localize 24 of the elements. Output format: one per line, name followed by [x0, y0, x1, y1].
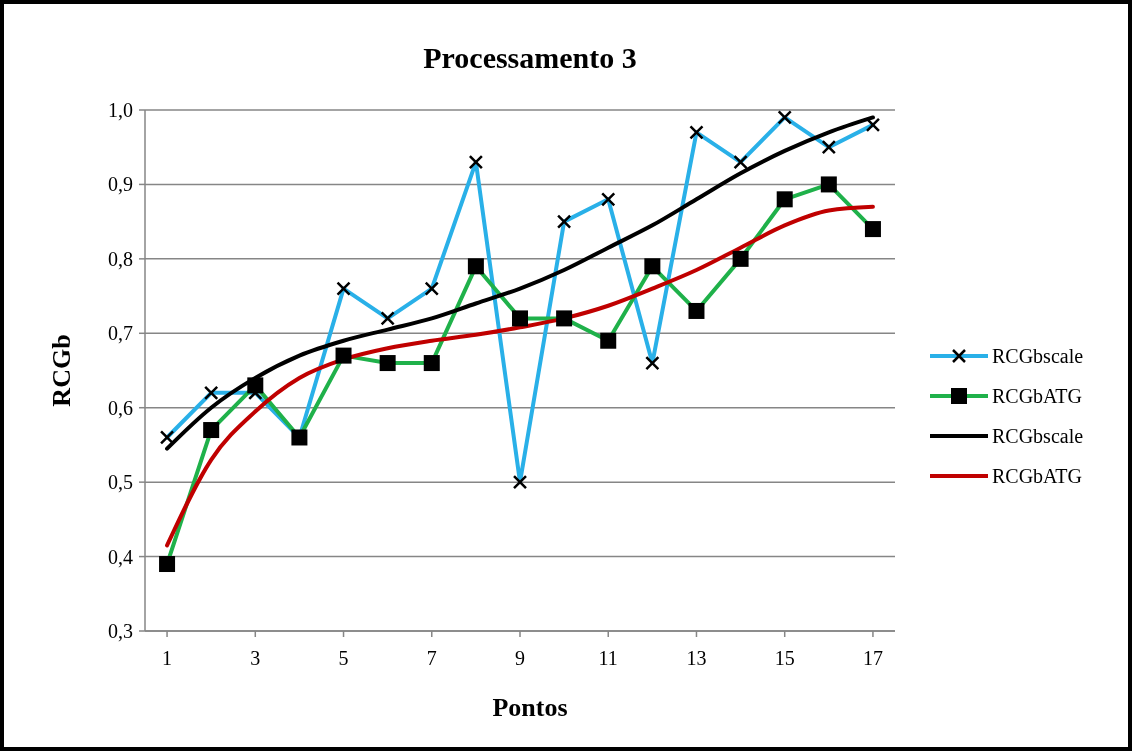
y-tick-label: 0,5 [108, 471, 133, 494]
x-tick-label: 1 [162, 647, 173, 669]
x-tick-label: 3 [250, 647, 261, 669]
x-tick-label: 13 [686, 647, 707, 669]
y-axis-title: RCGb [47, 334, 76, 407]
y-tick-label: 1,0 [108, 99, 133, 121]
y-tick-label: 0,4 [108, 545, 133, 568]
x-tick-label: 17 [862, 647, 883, 669]
chart-title: Processamento 3 [423, 41, 637, 74]
y-tick-label: 0,6 [108, 396, 133, 419]
x-tick-label: 7 [426, 647, 437, 669]
y-tick-label: 0,8 [108, 247, 133, 270]
x-tick-label: 15 [774, 647, 795, 669]
x-axis-title: Pontos [492, 693, 568, 722]
legend-label: RCGbATG [992, 465, 1083, 487]
x-tick-label: 9 [515, 647, 525, 669]
y-tick-label: 0,3 [108, 620, 133, 642]
legend-label: RCGbscale [992, 345, 1084, 367]
y-tick-label: 0,9 [108, 173, 133, 196]
legend-label: RCGbscale [992, 425, 1084, 447]
x-tick-label: 11 [598, 647, 618, 669]
y-tick-label: 0,7 [108, 322, 133, 345]
x-tick-label: 5 [338, 647, 349, 669]
legend-label: RCGbATG [992, 385, 1083, 407]
